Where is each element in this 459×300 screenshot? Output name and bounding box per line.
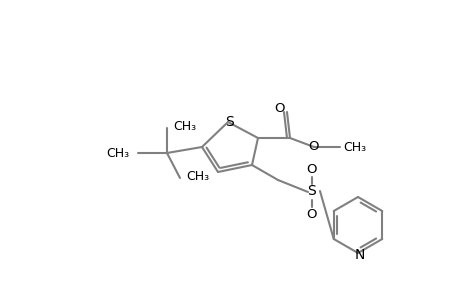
Text: O: O <box>306 163 317 176</box>
Text: O: O <box>306 208 317 221</box>
Text: CH₃: CH₃ <box>106 146 129 160</box>
Text: CH₃: CH₃ <box>343 140 366 154</box>
Text: CH₃: CH₃ <box>186 169 209 182</box>
Text: S: S <box>307 184 316 198</box>
Text: N: N <box>354 248 364 262</box>
Text: O: O <box>274 101 285 115</box>
Text: O: O <box>308 140 319 152</box>
Text: S: S <box>225 115 234 129</box>
Text: CH₃: CH₃ <box>173 119 196 133</box>
